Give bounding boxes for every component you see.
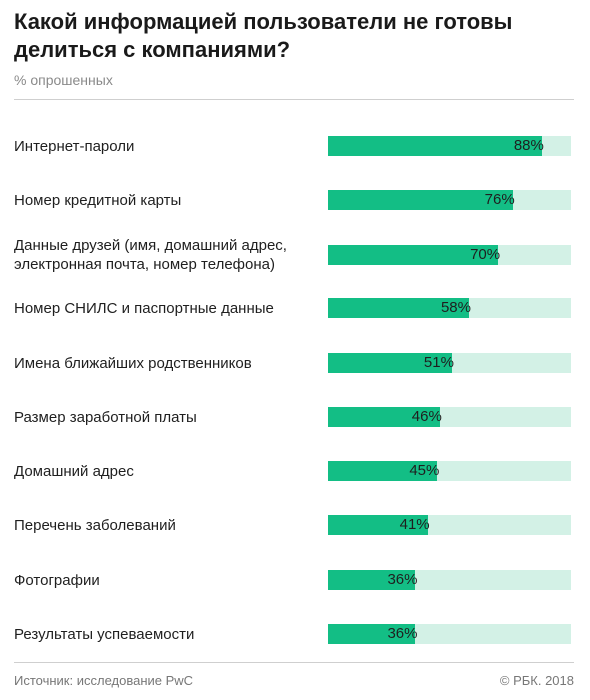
category-label: Результаты успеваемости	[14, 625, 195, 643]
value-label: 36%	[387, 571, 418, 588]
category-label: Данные друзей (имя, домашний адрес, элек…	[14, 237, 287, 273]
bar	[328, 407, 440, 427]
bottom-divider	[14, 662, 574, 663]
bar	[328, 298, 469, 318]
bar	[328, 515, 428, 535]
category-label: Перечень заболеваний	[14, 516, 176, 534]
bar	[328, 245, 499, 265]
bar-track: 58%	[328, 298, 571, 318]
bar-track: 88%	[328, 136, 571, 156]
category-label: Интернет-пароли	[14, 137, 135, 155]
bar	[328, 461, 438, 481]
category-label: Размер заработной платы	[14, 408, 197, 426]
bar	[328, 190, 513, 210]
copyright-note: © РБК. 2018	[499, 673, 574, 688]
source-note: Источник: исследование PwC	[14, 673, 194, 688]
value-label: 46%	[411, 408, 442, 425]
category-label: Номер СНИЛС и паспортные данные	[14, 299, 274, 317]
chart-title: Какой информацией пользователи не готовы…	[14, 9, 513, 62]
value-label: 70%	[470, 246, 501, 263]
value-label: 45%	[409, 462, 440, 479]
bar-track: 76%	[328, 190, 571, 210]
category-label: Номер кредитной карты	[14, 191, 182, 209]
bar-track: 51%	[328, 353, 571, 373]
bar-track: 70%	[328, 245, 571, 265]
chart-subtitle: % опрошенных	[14, 72, 113, 88]
value-label: 76%	[484, 191, 515, 208]
value-label: 58%	[440, 299, 471, 316]
bar-track: 41%	[328, 515, 571, 535]
bar	[328, 136, 542, 156]
category-label: Фотографии	[14, 571, 100, 589]
value-label: 88%	[513, 137, 544, 154]
category-label: Имена ближайших родственников	[14, 354, 252, 372]
bar-track: 36%	[328, 570, 571, 590]
bar	[328, 570, 416, 590]
top-divider	[14, 99, 574, 100]
category-label: Домашний адрес	[14, 462, 134, 480]
bar	[328, 353, 452, 373]
value-label: 41%	[399, 516, 430, 533]
bar-track: 45%	[328, 461, 571, 481]
bar-track: 36%	[328, 624, 571, 644]
bar	[328, 624, 416, 644]
value-label: 36%	[387, 625, 418, 642]
value-label: 51%	[423, 354, 454, 371]
bar-track: 46%	[328, 407, 571, 427]
